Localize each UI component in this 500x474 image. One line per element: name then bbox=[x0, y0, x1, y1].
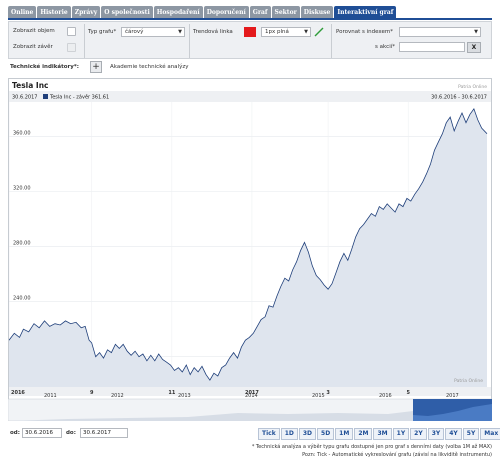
navigator-year: 2011 bbox=[44, 393, 57, 399]
show-volume-checkbox[interactable] bbox=[67, 27, 76, 36]
compare-stock-label: s akcií* bbox=[375, 44, 395, 50]
period-button-2y[interactable]: 2Y bbox=[410, 428, 427, 440]
x-axis-strip bbox=[9, 387, 491, 396]
compare-index-label: Porovnat s indexem* bbox=[336, 29, 393, 35]
chart-type-value: čárový bbox=[125, 29, 144, 35]
footnote-technical: * Technická analýza a výběr typu grafu d… bbox=[251, 444, 492, 450]
y-tick-label: 360.00 bbox=[13, 130, 31, 136]
tab-4[interactable]: Hospodaření bbox=[153, 6, 203, 18]
period-button-1m[interactable]: 1M bbox=[335, 428, 354, 440]
from-label: od: bbox=[10, 430, 20, 436]
x-tick-label: 2016 bbox=[11, 390, 25, 396]
to-label: do: bbox=[66, 430, 76, 436]
chart-type-select[interactable]: čárový ▼ bbox=[121, 27, 185, 37]
y-tick-label: 280.00 bbox=[13, 241, 31, 247]
y-tick-label: 320.00 bbox=[13, 185, 31, 191]
x-tick-label: 2017 bbox=[245, 390, 259, 396]
y-tick-label: 240.00 bbox=[13, 296, 31, 302]
x-tick-label: 11 bbox=[168, 390, 175, 396]
trend-width-value: 1px plná bbox=[265, 29, 289, 35]
technical-indicators-label: Technické indikátory*: bbox=[10, 64, 79, 70]
divider bbox=[189, 24, 190, 58]
legend-date: 30.6.2017 bbox=[12, 95, 37, 101]
clear-compare-button[interactable]: X bbox=[467, 42, 481, 53]
tab-6[interactable]: Graf bbox=[249, 6, 271, 18]
tab-8[interactable]: Diskuse bbox=[300, 6, 334, 18]
period-button-1y[interactable]: 1Y bbox=[392, 428, 410, 440]
price-line bbox=[9, 108, 488, 381]
show-close-checkbox[interactable] bbox=[67, 43, 76, 52]
show-volume-label: Zobrazit objem bbox=[13, 28, 55, 34]
chevron-down-icon: ▼ bbox=[178, 29, 182, 35]
period-button-2m[interactable]: 2M bbox=[354, 428, 373, 440]
tab-5[interactable]: Doporučení bbox=[203, 6, 249, 18]
footnote-tick: Pozn: Tick - Automatické vykreslování gr… bbox=[302, 452, 492, 458]
period-buttons: Tick 1D 3D 5D 1M 2M 3M 1Y 2Y 3Y 4Y 5Y Max bbox=[258, 428, 500, 440]
compare-index-select[interactable]: ▼ bbox=[399, 27, 481, 37]
tab-3[interactable]: O společnosti bbox=[101, 6, 153, 18]
chevron-down-icon: ▼ bbox=[474, 29, 478, 35]
legend-bar bbox=[9, 91, 491, 102]
x-tick-label: 5 bbox=[406, 390, 410, 396]
to-date-input[interactable]: 30.6.2017 bbox=[80, 428, 128, 438]
trend-line-label: Trendová linka bbox=[193, 29, 233, 35]
period-button-1d[interactable]: 1D bbox=[280, 428, 298, 440]
period-button-3d[interactable]: 3D bbox=[298, 428, 317, 440]
divider bbox=[331, 24, 332, 58]
navigator-years bbox=[8, 416, 492, 425]
academy-link[interactable]: Akademie technické analýzy bbox=[110, 64, 189, 70]
tab-2[interactable]: Zprávy bbox=[71, 6, 101, 18]
tab-7[interactable]: Sektor bbox=[271, 6, 300, 18]
chart-type-label: Typ grafu* bbox=[88, 29, 117, 35]
period-button-3m[interactable]: 3M bbox=[373, 428, 392, 440]
legend-series: Tesla Inc - závěr 361.61 bbox=[49, 94, 109, 101]
navigator-year: 2017 bbox=[446, 393, 459, 399]
navigator-year: 2013 bbox=[178, 393, 191, 399]
navigator-selected-area bbox=[413, 404, 492, 421]
x-tick-label: 3 bbox=[326, 390, 330, 396]
period-button-max[interactable]: Max bbox=[480, 428, 500, 440]
navigator-year: 2012 bbox=[111, 393, 124, 399]
from-date-input[interactable]: 30.6.2016 bbox=[22, 428, 62, 438]
navigator-year: 2016 bbox=[379, 393, 392, 399]
period-button-tick[interactable]: Tick bbox=[258, 428, 280, 440]
add-indicator-button[interactable]: + bbox=[90, 61, 102, 73]
watermark-bottom: Patria Online bbox=[454, 378, 483, 384]
tab-1[interactable]: Historie bbox=[37, 6, 71, 18]
compare-stock-input[interactable] bbox=[399, 42, 465, 52]
x-tick-label: 9 bbox=[90, 390, 94, 396]
tab-bar: Online Historie Zprávy O společnosti Hospoda… bbox=[8, 6, 492, 20]
range-label: 30.6.2016 - 30.6.2017 bbox=[431, 95, 487, 101]
draw-line-icon[interactable] bbox=[313, 26, 325, 38]
period-button-4y[interactable]: 4Y bbox=[445, 428, 462, 440]
trend-color-swatch[interactable] bbox=[244, 27, 256, 37]
chevron-down-icon: ▼ bbox=[304, 29, 308, 35]
price-area bbox=[9, 108, 487, 388]
watermark-top: Patria Online bbox=[458, 84, 487, 90]
trend-width-select[interactable]: 1px plná ▼ bbox=[261, 27, 311, 37]
navigator-year: 2014 bbox=[245, 393, 258, 399]
navigator-strip[interactable] bbox=[8, 399, 492, 421]
price-chart[interactable]: Tesla Inc Patria Online 30.6.2017 Tesla Inc… bbox=[8, 78, 492, 410]
chart-canvas: Tesla Inc Patria Online 30.6.2017 Tesla Inc… bbox=[9, 81, 491, 409]
technical-indicators-bar: Technické indikátory*: + Akademie techni… bbox=[8, 61, 492, 74]
tab-0[interactable]: Online bbox=[8, 6, 37, 18]
chart-title: Tesla Inc bbox=[12, 81, 49, 90]
divider bbox=[84, 24, 85, 58]
date-range: od: 30.6.2016 do: 30.6.2017 bbox=[8, 427, 208, 441]
show-close-label: Zobrazit závěr bbox=[13, 44, 53, 50]
legend-swatch bbox=[43, 94, 48, 99]
chart-settings-panel: Zobrazit objem Zobrazit závěr Typ grafu*… bbox=[8, 21, 492, 59]
navigator-year: 2015 bbox=[312, 393, 325, 399]
period-button-5d[interactable]: 5D bbox=[317, 428, 335, 440]
tab-9[interactable]: Interaktivní graf bbox=[334, 6, 397, 18]
period-button-3y[interactable]: 3Y bbox=[427, 428, 445, 440]
period-button-5y[interactable]: 5Y bbox=[462, 428, 480, 440]
navigator-history-area bbox=[8, 411, 413, 421]
